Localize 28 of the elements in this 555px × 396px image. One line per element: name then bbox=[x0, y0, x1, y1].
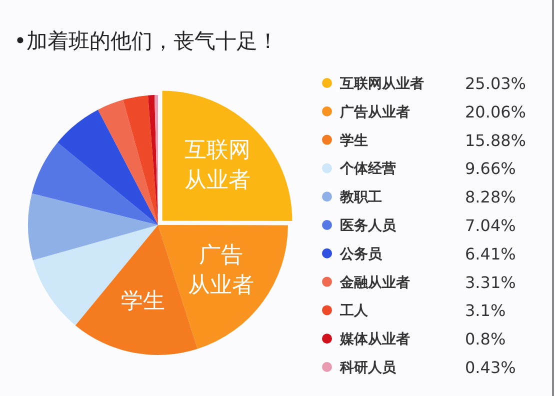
legend-label: 医务人员 bbox=[340, 218, 397, 234]
legend-label: 学生 bbox=[340, 132, 368, 149]
legend-label: 广告从业者 bbox=[339, 103, 410, 120]
data-label: 0.43% bbox=[465, 358, 516, 377]
data-label: 9.66% bbox=[465, 159, 516, 178]
chart-title: •加着班的他们，丧气十足！ bbox=[14, 29, 278, 53]
legend-label: 金融从业者 bbox=[339, 274, 410, 291]
legend-label: 个体经营 bbox=[339, 161, 396, 178]
data-label: 7.04% bbox=[465, 216, 516, 235]
data-label: 15.88% bbox=[465, 130, 526, 150]
text: 广告 bbox=[198, 243, 243, 268]
text: 互联网 bbox=[184, 138, 250, 163]
text: 从业者 bbox=[188, 273, 254, 298]
legend-label: 科研人员 bbox=[339, 360, 397, 376]
data-label: 8.28% bbox=[465, 188, 516, 207]
data-label: 25.03% bbox=[465, 74, 526, 93]
data-label: 3.1% bbox=[465, 301, 506, 320]
legend-label: 工人 bbox=[339, 303, 369, 320]
legend-label: 互联网从业者 bbox=[339, 76, 424, 92]
text: 从业者 bbox=[184, 168, 250, 193]
data-label: 3.31% bbox=[465, 272, 516, 292]
legend-label: 教职工 bbox=[339, 190, 382, 206]
legend-label: 媒体从业者 bbox=[339, 332, 410, 348]
data-label: 20.06% bbox=[465, 102, 526, 122]
slice-label: 学生 bbox=[121, 288, 166, 316]
data-label: 0.8% bbox=[465, 330, 506, 349]
data-label: 6.41% bbox=[465, 244, 516, 264]
legend-label: 公务员 bbox=[339, 246, 383, 262]
